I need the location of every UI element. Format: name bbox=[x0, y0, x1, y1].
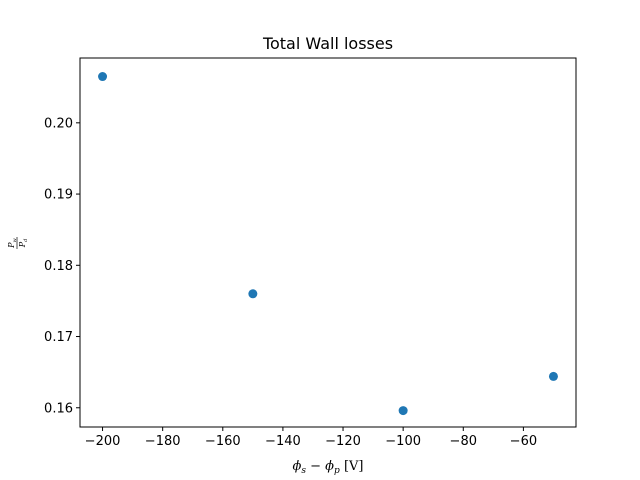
y-tick-label: 0.19 bbox=[44, 188, 73, 203]
x-tick-label: −160 bbox=[205, 434, 241, 449]
data-point bbox=[548, 371, 558, 381]
y-axis-label: Pw Pd bbox=[7, 237, 29, 249]
x-tick-label: −80 bbox=[450, 434, 477, 449]
x-tick-label: −100 bbox=[385, 434, 421, 449]
y-tick-label: 0.18 bbox=[44, 259, 73, 274]
data-point bbox=[98, 72, 108, 82]
y-tick-label: 0.20 bbox=[44, 116, 73, 131]
x-tick-label: −60 bbox=[510, 434, 537, 449]
x-tick-label: −140 bbox=[265, 434, 301, 449]
x-tick-label: −200 bbox=[85, 434, 121, 449]
x-axis-ticks: −200 −180 −160 −140 −120 −100 −80 −60 bbox=[85, 427, 537, 449]
chart-title: Total Wall losses bbox=[262, 34, 393, 53]
y-tick-label: 0.17 bbox=[44, 330, 73, 345]
svg-text:Pd: Pd bbox=[18, 239, 29, 249]
y-tick-label: 0.16 bbox=[44, 401, 73, 416]
x-axis-label: ϕs − ϕp [V] bbox=[293, 459, 364, 476]
data-points bbox=[98, 72, 558, 416]
svg-text:Pw: Pw bbox=[7, 237, 18, 248]
data-point bbox=[398, 406, 408, 416]
y-axis-ticks: 0.16 0.17 0.18 0.19 0.20 bbox=[44, 116, 80, 416]
data-point bbox=[248, 289, 258, 299]
plot-frame bbox=[79, 57, 577, 428]
x-tick-label: −120 bbox=[325, 434, 361, 449]
x-tick-label: −180 bbox=[145, 434, 181, 449]
